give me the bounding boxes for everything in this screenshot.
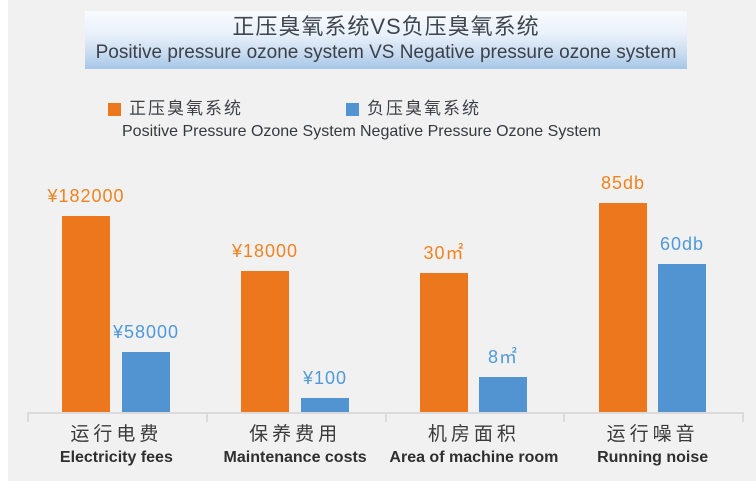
- category-label-zh: 运行噪音: [606, 424, 699, 445]
- bar-negative-3: [658, 264, 706, 412]
- category-label: 保养费用 Maintenance costs: [206, 423, 385, 469]
- legend-item-positive: 正压臭氧系统 Positive Pressure Ozone System: [108, 99, 356, 142]
- axis-tick: [742, 412, 744, 422]
- title-banner: 正压臭氧系统VS负压臭氧系统 Positive pressure ozone s…: [85, 11, 687, 69]
- bar-negative-0: [122, 352, 170, 412]
- bar-positive-3: [599, 203, 647, 412]
- bar-value-label: ¥18000: [231, 241, 299, 261]
- category-label-en: Maintenance costs: [223, 449, 367, 466]
- category-label-en: Running noise: [597, 449, 709, 466]
- bar-value-label: 60db: [659, 234, 705, 254]
- category-label-en: Electricity fees: [59, 449, 173, 466]
- category-label-zh: 机房面积: [427, 424, 520, 445]
- axis-tick: [27, 412, 29, 422]
- legend-label-positive-zh: 正压臭氧系统: [129, 99, 243, 118]
- bar-value-label: ¥100: [302, 368, 348, 388]
- category-label-zh: 运行电费: [70, 424, 163, 445]
- bar-value-label: 30㎡: [423, 243, 465, 263]
- legend-item-negative: 负压臭氧系统 Negative Pressure Ozone System: [346, 99, 601, 142]
- axis-tick: [563, 412, 566, 422]
- bar-value-label: ¥58000: [112, 322, 180, 342]
- chart-title-english: Positive pressure ozone system VS Negati…: [95, 42, 677, 63]
- bar-positive-1: [241, 271, 289, 412]
- legend-swatch-blue-icon: [346, 102, 359, 116]
- bar-value-label: 8㎡: [487, 347, 519, 367]
- bar-negative-2: [479, 377, 527, 412]
- legend-swatch-orange-icon: [108, 102, 121, 116]
- legend-label-negative-en: Negative Pressure Ozone System: [360, 123, 601, 140]
- category-label: 运行电费 Electricity fees: [27, 423, 206, 469]
- chart-title-chinese: 正压臭氧系统VS负压臭氧系统: [232, 14, 540, 39]
- bar-positive-0: [62, 216, 110, 412]
- bar-negative-1: [301, 398, 349, 412]
- legend-label-negative-zh: 负压臭氧系统: [367, 99, 481, 118]
- category-label: 运行噪音 Running noise: [563, 423, 742, 469]
- bar-value-label: 85db: [600, 173, 646, 193]
- left-margin-strip: [0, 0, 8, 481]
- legend-label-positive-en: Positive Pressure Ozone System: [122, 123, 356, 140]
- category-label-zh: 保养费用: [249, 424, 342, 445]
- bar-value-label: ¥182000: [47, 186, 125, 206]
- axis-tick: [384, 412, 387, 422]
- bar-positive-2: [420, 273, 468, 412]
- category-label-en: Area of machine room: [389, 449, 559, 466]
- axis-tick: [205, 412, 208, 422]
- category-label: 机房面积 Area of machine room: [385, 423, 564, 469]
